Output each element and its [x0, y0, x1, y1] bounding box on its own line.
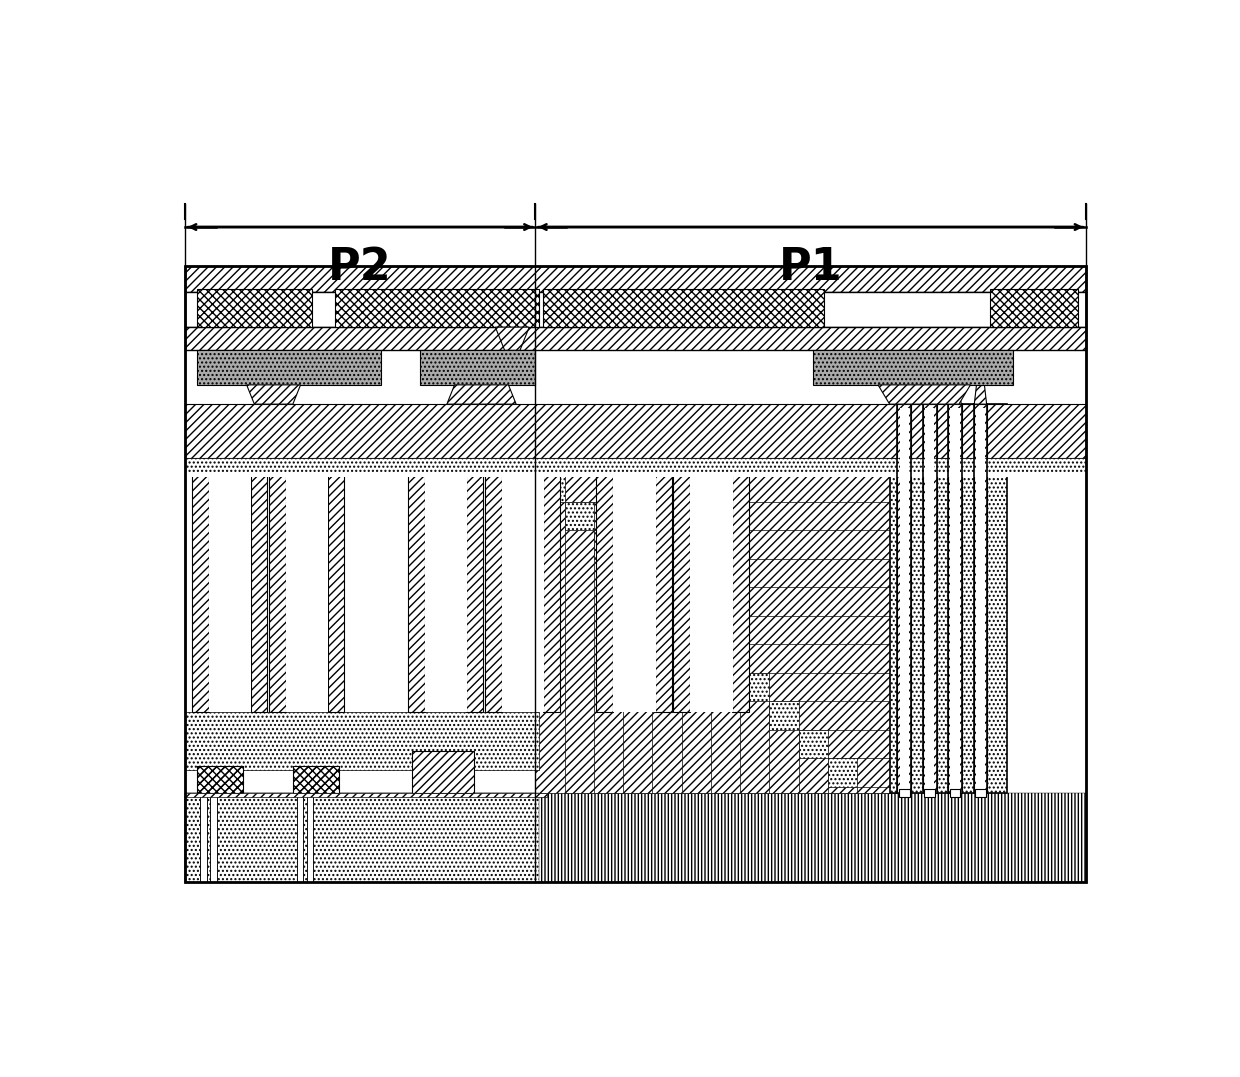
Bar: [949, 404, 962, 793]
Bar: [596, 474, 613, 712]
Bar: [564, 502, 594, 530]
Bar: [594, 530, 901, 793]
Bar: [293, 766, 339, 793]
Bar: [732, 474, 749, 712]
Bar: [828, 758, 901, 793]
Bar: [327, 474, 345, 712]
Bar: [594, 530, 624, 559]
Bar: [857, 787, 901, 793]
Bar: [185, 474, 1086, 477]
Bar: [296, 793, 303, 882]
Bar: [185, 458, 1086, 474]
Bar: [501, 474, 544, 712]
Polygon shape: [247, 384, 300, 404]
Bar: [543, 474, 560, 712]
Bar: [889, 404, 1007, 793]
Bar: [286, 474, 329, 712]
Bar: [408, 474, 424, 712]
Bar: [420, 350, 536, 384]
Bar: [250, 474, 268, 712]
Bar: [652, 587, 901, 793]
Bar: [543, 289, 825, 327]
Bar: [197, 350, 382, 384]
Polygon shape: [924, 377, 936, 404]
Polygon shape: [446, 384, 516, 404]
Bar: [828, 758, 857, 787]
Polygon shape: [975, 377, 987, 404]
Bar: [624, 559, 901, 793]
Bar: [975, 789, 986, 797]
Bar: [185, 712, 539, 770]
Bar: [185, 793, 539, 882]
Bar: [564, 502, 901, 793]
Bar: [197, 766, 243, 793]
Bar: [306, 793, 312, 882]
Bar: [652, 587, 682, 616]
Bar: [335, 289, 539, 327]
Text: P2: P2: [329, 247, 392, 290]
Bar: [924, 789, 935, 797]
Bar: [185, 793, 1086, 882]
Bar: [192, 474, 208, 712]
Bar: [466, 474, 484, 712]
Bar: [613, 474, 656, 712]
Bar: [208, 474, 252, 712]
Bar: [197, 766, 243, 793]
Bar: [185, 404, 1086, 458]
Bar: [770, 701, 799, 730]
Bar: [185, 266, 1086, 292]
Bar: [624, 559, 652, 587]
Bar: [197, 289, 312, 327]
Bar: [201, 793, 207, 882]
Bar: [990, 289, 1079, 327]
Bar: [682, 616, 711, 644]
Bar: [976, 408, 985, 789]
Bar: [185, 266, 1086, 882]
Bar: [711, 644, 740, 673]
Bar: [211, 793, 217, 882]
Bar: [973, 404, 987, 793]
Bar: [740, 673, 901, 793]
Bar: [899, 789, 910, 797]
Bar: [424, 474, 467, 712]
Bar: [412, 751, 474, 793]
Text: P1: P1: [779, 247, 842, 290]
Bar: [269, 474, 286, 712]
Bar: [799, 730, 828, 758]
Polygon shape: [898, 377, 910, 404]
Polygon shape: [495, 327, 529, 350]
Polygon shape: [949, 377, 961, 404]
Bar: [485, 474, 501, 712]
Bar: [812, 350, 1013, 384]
Bar: [950, 789, 961, 797]
Bar: [185, 292, 1086, 327]
Bar: [655, 474, 672, 712]
Bar: [185, 327, 1086, 350]
Bar: [682, 616, 901, 793]
Bar: [185, 793, 547, 797]
Bar: [536, 474, 564, 502]
Bar: [899, 408, 909, 789]
Bar: [925, 408, 934, 789]
Bar: [536, 474, 901, 793]
Bar: [799, 730, 901, 793]
Bar: [293, 766, 339, 793]
Bar: [185, 266, 1086, 882]
Bar: [770, 701, 901, 793]
Bar: [898, 404, 911, 793]
Bar: [691, 474, 733, 712]
Bar: [711, 644, 901, 793]
Bar: [923, 404, 936, 793]
Bar: [740, 673, 770, 701]
Bar: [673, 474, 691, 712]
Bar: [950, 408, 960, 789]
Polygon shape: [878, 384, 971, 404]
